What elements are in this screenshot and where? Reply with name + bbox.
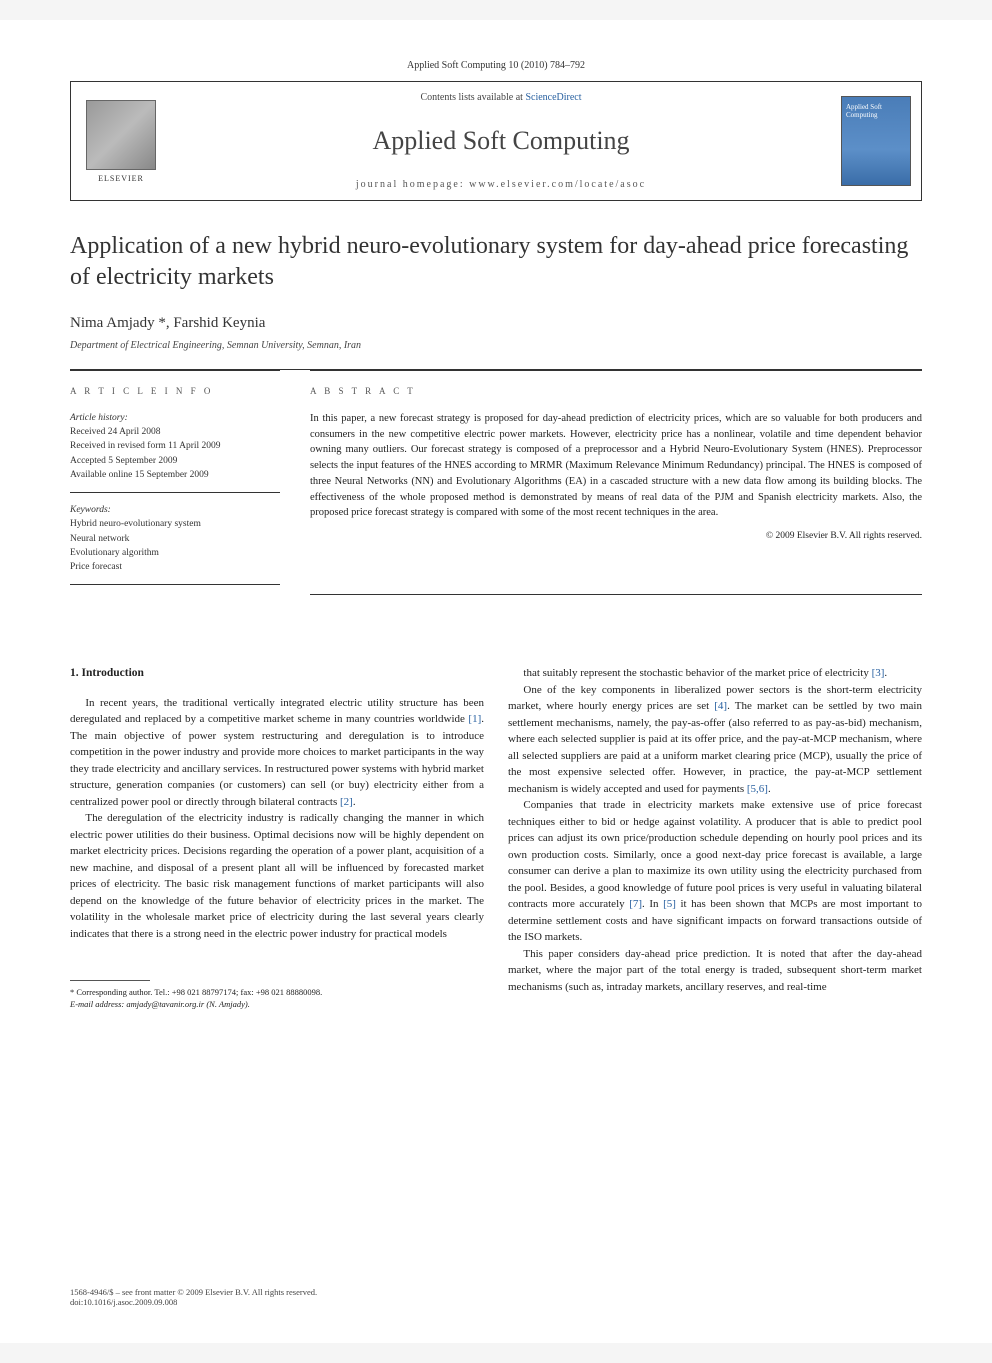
footer-doi: doi:10.1016/j.asoc.2009.09.008 bbox=[70, 1297, 922, 1307]
banner-center: Contents lists available at ScienceDirec… bbox=[171, 82, 831, 200]
history-item: Accepted 5 September 2009 bbox=[70, 454, 280, 468]
article-info-heading: A R T I C L E I N F O bbox=[70, 385, 280, 399]
article-info-column: A R T I C L E I N F O Article history: R… bbox=[70, 370, 280, 595]
history-head: Article history: bbox=[70, 411, 280, 425]
keyword-item: Hybrid neuro-evolutionary system bbox=[70, 517, 280, 531]
footer-line: 1568-4946/$ – see front matter © 2009 El… bbox=[70, 1287, 922, 1297]
footnote-line: E-mail address: amjady@tavanir.org.ir (N… bbox=[70, 999, 484, 1011]
elsevier-label: ELSEVIER bbox=[98, 174, 144, 183]
keywords-head: Keywords: bbox=[70, 503, 280, 517]
body-paragraph: Companies that trade in electricity mark… bbox=[508, 797, 922, 946]
contents-available-line: Contents lists available at ScienceDirec… bbox=[420, 92, 581, 103]
running-header: Applied Soft Computing 10 (2010) 784–792 bbox=[70, 60, 922, 71]
keyword-item: Neural network bbox=[70, 532, 280, 546]
article-history-block: Article history: Received 24 April 2008 … bbox=[70, 411, 280, 493]
section-1-heading: 1. Introduction bbox=[70, 665, 484, 682]
history-item: Received in revised form 11 April 2009 bbox=[70, 439, 280, 453]
body-col-right: that suitably represent the stochastic b… bbox=[508, 665, 922, 1011]
abstract-heading: A B S T R A C T bbox=[310, 385, 922, 399]
authors: Nima Amjady *, Farshid Keynia bbox=[70, 315, 922, 332]
footnote-separator bbox=[70, 980, 150, 981]
keywords-block: Keywords: Hybrid neuro-evolutionary syst… bbox=[70, 503, 280, 585]
body-paragraph: The deregulation of the electricity indu… bbox=[70, 810, 484, 942]
abstract-column: A B S T R A C T In this paper, a new for… bbox=[310, 370, 922, 595]
abstract-text: In this paper, a new forecast strategy i… bbox=[310, 411, 922, 521]
body-col-left: 1. Introduction In recent years, the tra… bbox=[70, 665, 484, 1011]
keyword-item: Evolutionary algorithm bbox=[70, 546, 280, 560]
body-paragraph: This paper considers day-ahead price pre… bbox=[508, 946, 922, 996]
corresponding-footnote: * Corresponding author. Tel.: +98 021 88… bbox=[70, 987, 484, 1011]
elsevier-tree-icon bbox=[86, 100, 156, 170]
sciencedirect-link[interactable]: ScienceDirect bbox=[525, 92, 581, 103]
cover-title: Applied Soft Computing bbox=[846, 103, 906, 120]
body-paragraph: One of the key components in liberalized… bbox=[508, 682, 922, 798]
footnote-line: * Corresponding author. Tel.: +98 021 88… bbox=[70, 987, 484, 999]
journal-cover-icon: Applied Soft Computing bbox=[841, 96, 911, 186]
cover-thumb-block: Applied Soft Computing bbox=[831, 82, 921, 200]
journal-banner: ELSEVIER Contents lists available at Sci… bbox=[70, 81, 922, 201]
page-footer: 1568-4946/$ – see front matter © 2009 El… bbox=[70, 1287, 922, 1307]
article-title: Application of a new hybrid neuro-evolut… bbox=[70, 231, 922, 293]
publisher-logo-block: ELSEVIER bbox=[71, 82, 171, 200]
body-paragraph: In recent years, the traditional vertica… bbox=[70, 695, 484, 811]
history-item: Received 24 April 2008 bbox=[70, 425, 280, 439]
body-columns: 1. Introduction In recent years, the tra… bbox=[70, 665, 922, 1011]
info-abstract-row: A R T I C L E I N F O Article history: R… bbox=[70, 369, 922, 595]
body-paragraph: that suitably represent the stochastic b… bbox=[508, 665, 922, 682]
contents-prefix: Contents lists available at bbox=[420, 92, 525, 103]
affiliation: Department of Electrical Engineering, Se… bbox=[70, 340, 922, 351]
page: Applied Soft Computing 10 (2010) 784–792… bbox=[0, 20, 992, 1343]
footnote-email: E-mail address: amjady@tavanir.org.ir (N… bbox=[70, 999, 250, 1009]
journal-homepage: journal homepage: www.elsevier.com/locat… bbox=[356, 179, 646, 190]
journal-name: Applied Soft Computing bbox=[372, 126, 629, 156]
keyword-item: Price forecast bbox=[70, 560, 280, 574]
history-item: Available online 15 September 2009 bbox=[70, 468, 280, 482]
abstract-copyright: © 2009 Elsevier B.V. All rights reserved… bbox=[310, 529, 922, 543]
